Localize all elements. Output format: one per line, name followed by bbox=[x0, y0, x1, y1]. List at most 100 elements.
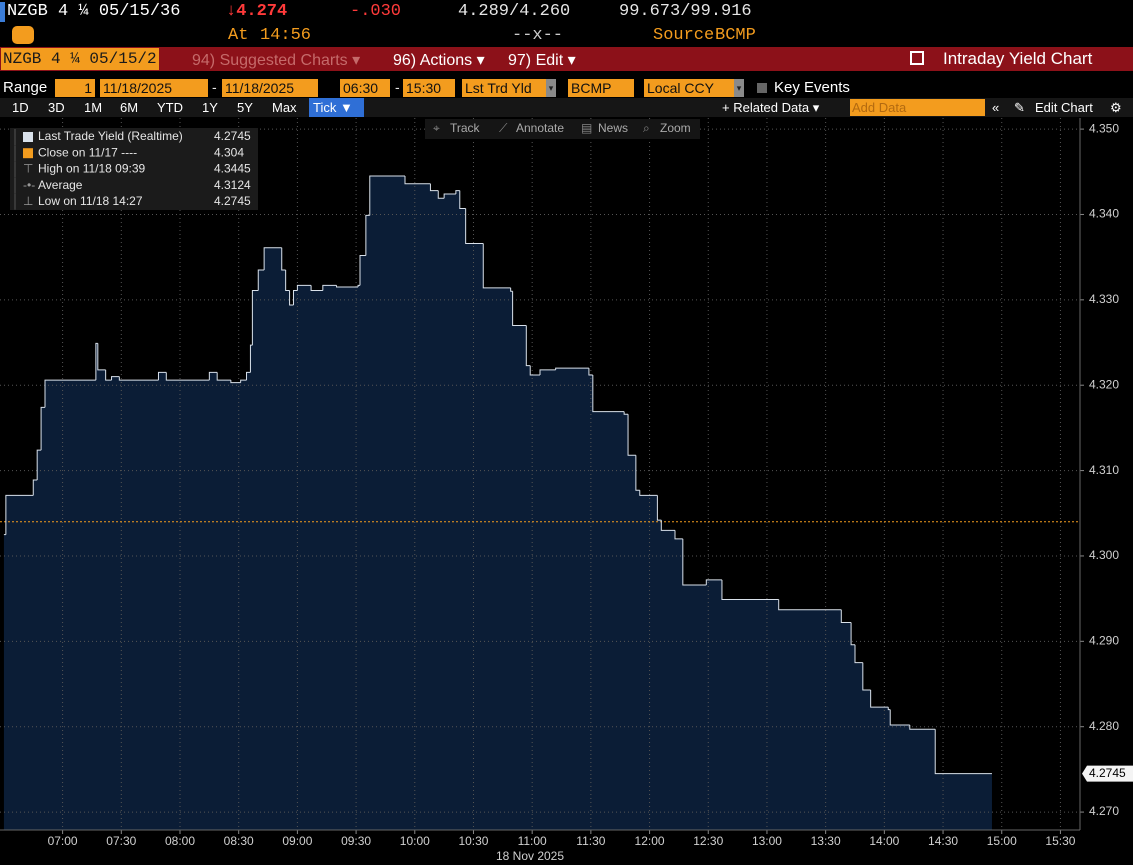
tool-icon: ⌖ bbox=[433, 121, 440, 135]
menu-bar: NZGB 4 ¼ 05/15/2 94) Suggested Charts ▾ … bbox=[0, 47, 1133, 71]
security-field[interactable]: NZGB 4 ¼ 05/15/2 bbox=[1, 48, 159, 70]
tool-button[interactable]: Track bbox=[450, 121, 481, 135]
x-tick-label: 14:00 bbox=[869, 834, 899, 848]
source-label: Source bbox=[653, 26, 715, 45]
y-tick-label: 4.350 bbox=[1089, 121, 1119, 135]
start-time[interactable]: 06:30 bbox=[340, 79, 390, 97]
range-label: Range bbox=[3, 79, 48, 96]
settings-icon[interactable]: ⚙ bbox=[1110, 100, 1122, 115]
step-segment bbox=[459, 190, 466, 209]
tool-button[interactable]: News bbox=[598, 121, 628, 135]
related-data[interactable]: + Related Data ▾ bbox=[722, 100, 820, 115]
period-button[interactable]: 5Y bbox=[237, 100, 253, 115]
x-tick-label: 14:30 bbox=[928, 834, 958, 848]
ticker: NZGB 4 ¼ 05/15/36 bbox=[7, 2, 181, 21]
period-button[interactable]: 1Y bbox=[202, 100, 218, 115]
period-button[interactable]: 1M bbox=[84, 100, 103, 115]
step-segment bbox=[510, 287, 513, 292]
y-tick-label: 4.280 bbox=[1089, 719, 1119, 733]
step-segment bbox=[850, 622, 855, 646]
checkbox[interactable] bbox=[757, 83, 767, 93]
step-segment bbox=[862, 662, 871, 691]
legend-swatch bbox=[23, 132, 33, 142]
x-tick-label: 09:00 bbox=[282, 834, 312, 848]
period-button[interactable]: 6M bbox=[120, 100, 139, 115]
suggested-charts[interactable]: 94) Suggested Charts ▾ bbox=[192, 52, 361, 69]
source-select[interactable]: BCMP bbox=[568, 79, 634, 97]
edit-chart[interactable]: Edit Chart bbox=[1035, 100, 1093, 115]
legend-label: Last Trade Yield (Realtime) bbox=[38, 129, 183, 143]
period-button[interactable]: YTD bbox=[157, 100, 183, 115]
step-segment bbox=[512, 291, 527, 326]
range-count[interactable]: 1 bbox=[55, 79, 95, 97]
step-segment bbox=[230, 380, 241, 384]
dropdown-arrow[interactable]: ▾ bbox=[546, 79, 556, 97]
period-button[interactable]: Max bbox=[272, 100, 297, 115]
x-tick-label: 07:30 bbox=[106, 834, 136, 848]
step-segment bbox=[705, 579, 722, 585]
step-segment bbox=[870, 689, 889, 708]
legend-label: Average bbox=[38, 178, 83, 192]
edit-menu[interactable]: 97) Edit ▾ bbox=[508, 52, 576, 69]
step-segment bbox=[429, 183, 439, 192]
tool-icon: ⟋ bbox=[499, 121, 508, 135]
collapse-icon[interactable]: « bbox=[992, 100, 1000, 115]
step-segment bbox=[627, 414, 636, 456]
x-tick-label: 10:30 bbox=[458, 834, 488, 848]
time-label: At bbox=[228, 26, 249, 45]
step-segment bbox=[322, 284, 337, 291]
step-segment bbox=[249, 344, 253, 373]
step-segment bbox=[887, 707, 891, 711]
step-segment bbox=[365, 214, 370, 256]
legend-value: 4.304 bbox=[214, 145, 244, 159]
step-segment bbox=[246, 371, 251, 381]
step-segment bbox=[36, 449, 42, 480]
step-segment bbox=[721, 579, 779, 600]
y-tick-label: 4.310 bbox=[1089, 463, 1119, 477]
x-tick-label: 12:00 bbox=[635, 834, 665, 848]
tick-button[interactable]: Tick ▼ bbox=[309, 98, 364, 117]
bid-ask-yield: 4.289/4.260 bbox=[458, 2, 571, 21]
field-select[interactable]: Lst Trd Yld bbox=[462, 79, 546, 97]
x-tick-label: 07:00 bbox=[48, 834, 78, 848]
end-time[interactable]: 15:30 bbox=[403, 79, 455, 97]
tool-button[interactable]: Zoom bbox=[660, 121, 691, 135]
currency-select[interactable]: Local CCY bbox=[644, 79, 734, 97]
step-segment bbox=[157, 371, 167, 381]
start-date[interactable]: 11/18/2025 bbox=[100, 79, 208, 97]
step-segment bbox=[437, 190, 445, 199]
last-value-label: 4.2745 bbox=[1089, 766, 1126, 780]
tool-icon: ⌕ bbox=[643, 121, 650, 135]
y-tick-label: 4.320 bbox=[1089, 377, 1119, 391]
step-segment bbox=[656, 495, 662, 521]
step-segment bbox=[934, 729, 992, 775]
legend: Last Trade Yield (Realtime) 4.2745 Close o… bbox=[10, 128, 258, 210]
tool-button[interactable]: Annotate bbox=[516, 121, 564, 135]
step-segment bbox=[281, 247, 286, 271]
end-date[interactable]: 11/18/2025 bbox=[222, 79, 318, 97]
x-tick-label: 11:30 bbox=[576, 834, 605, 848]
x-tick-label: 15:00 bbox=[987, 834, 1017, 848]
step-segment bbox=[639, 490, 658, 496]
step-segment bbox=[455, 190, 460, 194]
step-segment bbox=[97, 343, 106, 371]
step-segment bbox=[292, 289, 298, 305]
add-data[interactable]: Add Data bbox=[850, 99, 985, 116]
step-segment bbox=[296, 284, 312, 291]
dropdown-arrow[interactable]: ▾ bbox=[734, 79, 744, 97]
key-events: Key Events bbox=[774, 79, 850, 96]
step-segment bbox=[257, 269, 265, 291]
time: 14:56 bbox=[260, 26, 312, 45]
chart-title: Intraday Yield Chart bbox=[943, 49, 1093, 68]
legend-icon: ⊥ bbox=[23, 194, 33, 208]
actions-menu[interactable]: 96) Actions ▾ bbox=[393, 52, 485, 69]
toolbar: 1D 3D 1M 6M YTD 1Y 5Y Max Tick ▼ + Related Data… bbox=[0, 98, 1133, 117]
legend-value: 4.2745 bbox=[214, 129, 251, 143]
edit-chart-icon[interactable]: ✎ bbox=[1014, 100, 1025, 115]
popout-icon[interactable] bbox=[910, 51, 924, 65]
period-button[interactable]: 1D bbox=[12, 100, 29, 115]
speed-icon[interactable] bbox=[12, 26, 34, 44]
step-segment bbox=[105, 369, 112, 381]
period-button[interactable]: 3D bbox=[48, 100, 65, 115]
